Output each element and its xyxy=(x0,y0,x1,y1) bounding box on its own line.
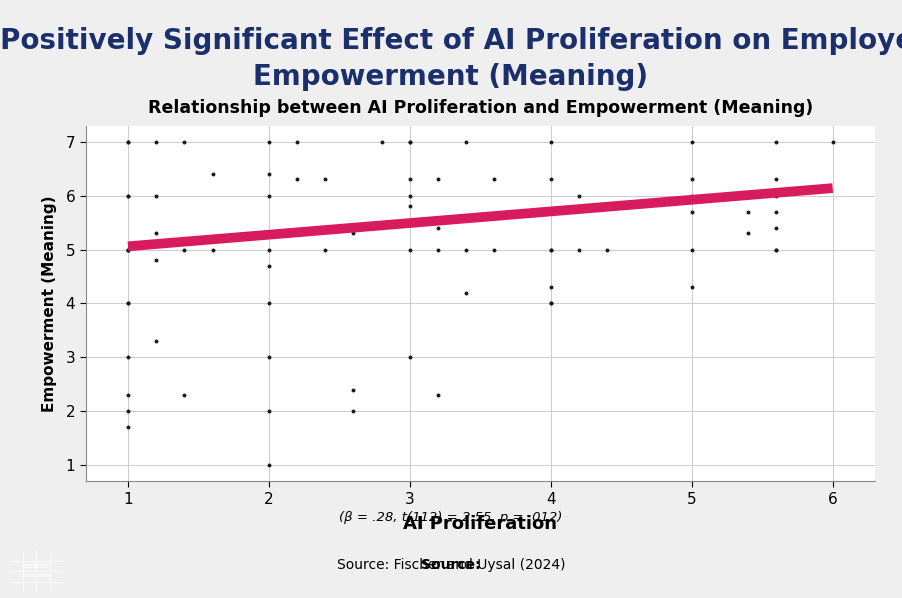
Point xyxy=(487,175,502,184)
Point xyxy=(769,207,784,216)
Point xyxy=(290,137,304,147)
Point xyxy=(431,223,446,233)
Point xyxy=(544,137,558,147)
Point xyxy=(685,191,699,200)
Point xyxy=(121,353,135,362)
Point xyxy=(121,299,135,309)
Point xyxy=(544,299,558,309)
Point xyxy=(741,228,755,238)
Point xyxy=(487,245,502,254)
Point xyxy=(769,245,784,254)
Text: Empowerment (Meaning): Empowerment (Meaning) xyxy=(253,63,649,91)
Point xyxy=(544,299,558,309)
Point xyxy=(121,245,135,254)
Point xyxy=(374,137,389,147)
Point xyxy=(262,460,276,470)
Point xyxy=(459,137,474,147)
Text: (β = .28, t(112) = 2.55, p = .012): (β = .28, t(112) = 2.55, p = .012) xyxy=(339,511,563,524)
Point xyxy=(431,390,446,400)
Point xyxy=(262,407,276,416)
Point xyxy=(121,191,135,200)
Point xyxy=(769,137,784,147)
Point xyxy=(121,137,135,147)
Point xyxy=(600,245,614,254)
Text: Source: Fischer and Uysal (2024): Source: Fischer and Uysal (2024) xyxy=(336,558,566,572)
Point xyxy=(121,245,135,254)
Point xyxy=(685,207,699,216)
X-axis label: AI Proliferation: AI Proliferation xyxy=(403,515,557,533)
Point xyxy=(544,282,558,292)
Point xyxy=(346,228,361,238)
Point xyxy=(290,175,304,184)
Point xyxy=(544,175,558,184)
Point xyxy=(149,137,163,147)
Point xyxy=(769,191,784,200)
Point xyxy=(402,137,417,147)
Point xyxy=(206,245,220,254)
Point xyxy=(685,175,699,184)
Point xyxy=(177,245,191,254)
Point xyxy=(402,175,417,184)
Point xyxy=(318,245,333,254)
Point xyxy=(262,353,276,362)
Point xyxy=(402,245,417,254)
Point xyxy=(262,137,276,147)
Point xyxy=(769,245,784,254)
Point xyxy=(431,245,446,254)
Point xyxy=(685,137,699,147)
Y-axis label: Empowerment (Meaning): Empowerment (Meaning) xyxy=(42,195,57,412)
Text: CREATIVE: CREATIVE xyxy=(23,563,50,569)
Point xyxy=(177,137,191,147)
Point xyxy=(149,255,163,265)
Point xyxy=(685,245,699,254)
Point xyxy=(262,299,276,309)
Point xyxy=(121,390,135,400)
Point xyxy=(121,137,135,147)
Point xyxy=(431,175,446,184)
Point xyxy=(262,261,276,270)
Text: A Positively Significant Effect of AI Proliferation on Employee: A Positively Significant Effect of AI Pr… xyxy=(0,27,902,55)
Point xyxy=(572,191,586,200)
Point xyxy=(572,245,586,254)
Point xyxy=(121,299,135,309)
Point xyxy=(741,207,755,216)
Point xyxy=(262,169,276,179)
Title: Relationship between AI Proliferation and Empowerment (Meaning): Relationship between AI Proliferation an… xyxy=(148,99,813,117)
Point xyxy=(177,390,191,400)
Point xyxy=(459,245,474,254)
Point xyxy=(459,288,474,297)
Point xyxy=(318,175,333,184)
Point xyxy=(121,423,135,432)
Point xyxy=(149,228,163,238)
Point xyxy=(121,245,135,254)
Point xyxy=(544,245,558,254)
Point xyxy=(402,218,417,227)
Point xyxy=(149,191,163,200)
Point xyxy=(544,245,558,254)
Text: Source:: Source: xyxy=(421,558,481,572)
Point xyxy=(149,337,163,346)
Point xyxy=(402,202,417,211)
Point xyxy=(262,191,276,200)
Point xyxy=(262,245,276,254)
Point xyxy=(346,385,361,395)
Point xyxy=(685,282,699,292)
Point xyxy=(825,137,840,147)
Point xyxy=(769,223,784,233)
Point xyxy=(402,137,417,147)
Point xyxy=(121,191,135,200)
Point xyxy=(769,175,784,184)
Point xyxy=(121,407,135,416)
Text: DESTRUCTION: DESTRUCTION xyxy=(21,574,51,578)
Point xyxy=(402,191,417,200)
Point xyxy=(402,353,417,362)
Point xyxy=(206,169,220,179)
Point xyxy=(346,407,361,416)
